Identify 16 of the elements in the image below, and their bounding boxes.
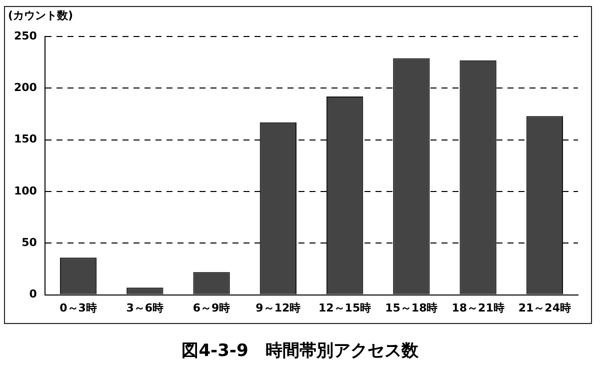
y-tick-label: 200 [14, 81, 38, 94]
y-tick-label: 250 [14, 29, 38, 42]
x-tick-label: 9～12時 [256, 301, 301, 314]
y-axis-title: (カウント数) [8, 8, 74, 23]
x-tick-label: 18～21時 [452, 301, 504, 314]
x-tick-label: 0～3時 [60, 301, 97, 314]
y-tick-label: 150 [14, 132, 38, 146]
x-tick-label: 6～9時 [192, 301, 230, 314]
x-tick-label: 21～24時 [518, 301, 571, 314]
y-tick-label: 0 [29, 288, 38, 301]
y-tick-label: 50 [22, 236, 38, 250]
y-tick-label: 100 [14, 184, 38, 198]
text: 図4-3-9 時間帯別アクセス数 [180, 340, 420, 362]
x-tick-label: 3～6時 [126, 301, 164, 314]
x-tick-label: 12～15時 [318, 301, 372, 314]
x-tick-label: 15～18時 [385, 301, 438, 314]
